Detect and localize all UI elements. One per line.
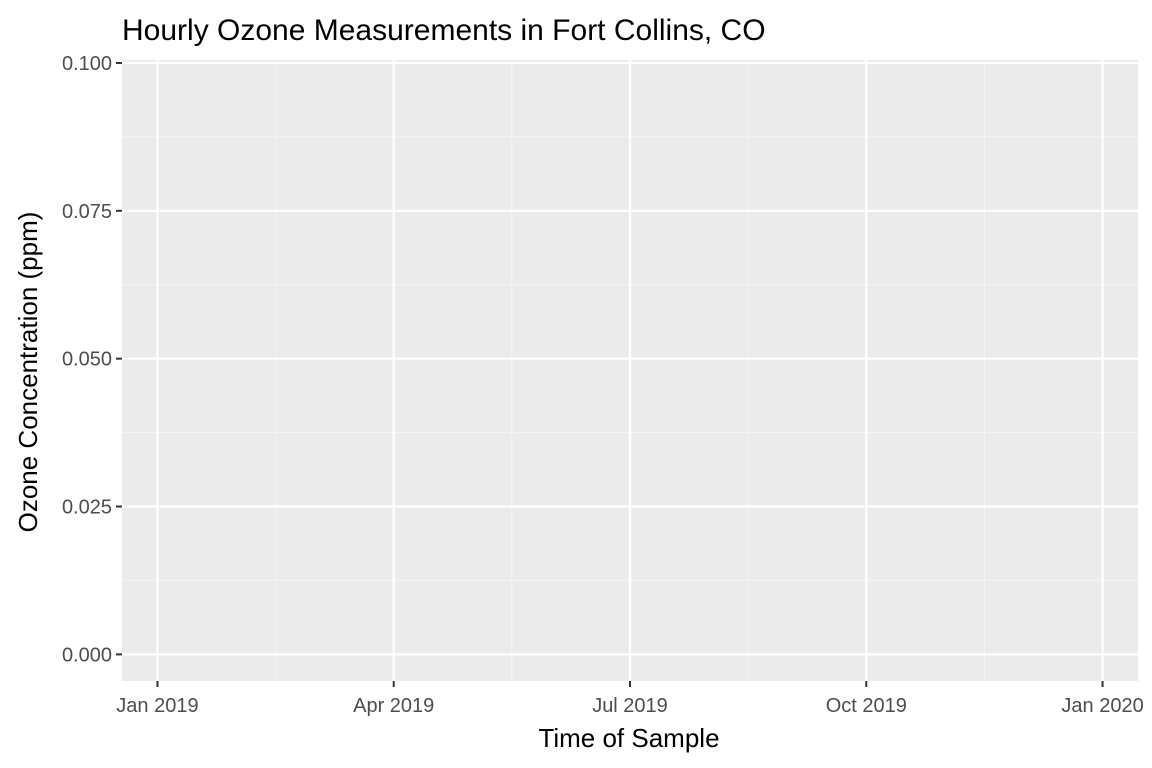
y-tick-label: 0.075 (62, 201, 112, 223)
y-axis: 0.000 0.025 0.050 0.075 0.100 (62, 53, 122, 666)
y-tick-label: 0.100 (62, 53, 112, 75)
y-tick-label: 0.050 (62, 349, 112, 371)
x-tick-label: Jan 2019 (116, 695, 198, 717)
major-gridlines (122, 60, 1138, 681)
x-axis: Jan 2019 Apr 2019 Jul 2019 Oct 2019 Jan 2020 (116, 681, 1144, 717)
x-axis-title: Time of Sample (538, 723, 719, 753)
y-axis-title: Ozone Concentration (ppm) (13, 212, 43, 533)
x-tick-label: Oct 2019 (826, 695, 907, 717)
chart-title: Hourly Ozone Measurements in Fort Collin… (122, 14, 766, 47)
x-tick-label: Jul 2019 (592, 695, 668, 717)
y-tick-label: 0.000 (62, 644, 112, 666)
x-tick-label: Apr 2019 (353, 695, 434, 717)
y-tick-label: 0.025 (62, 497, 112, 519)
x-tick-label: Jan 2020 (1061, 695, 1143, 717)
